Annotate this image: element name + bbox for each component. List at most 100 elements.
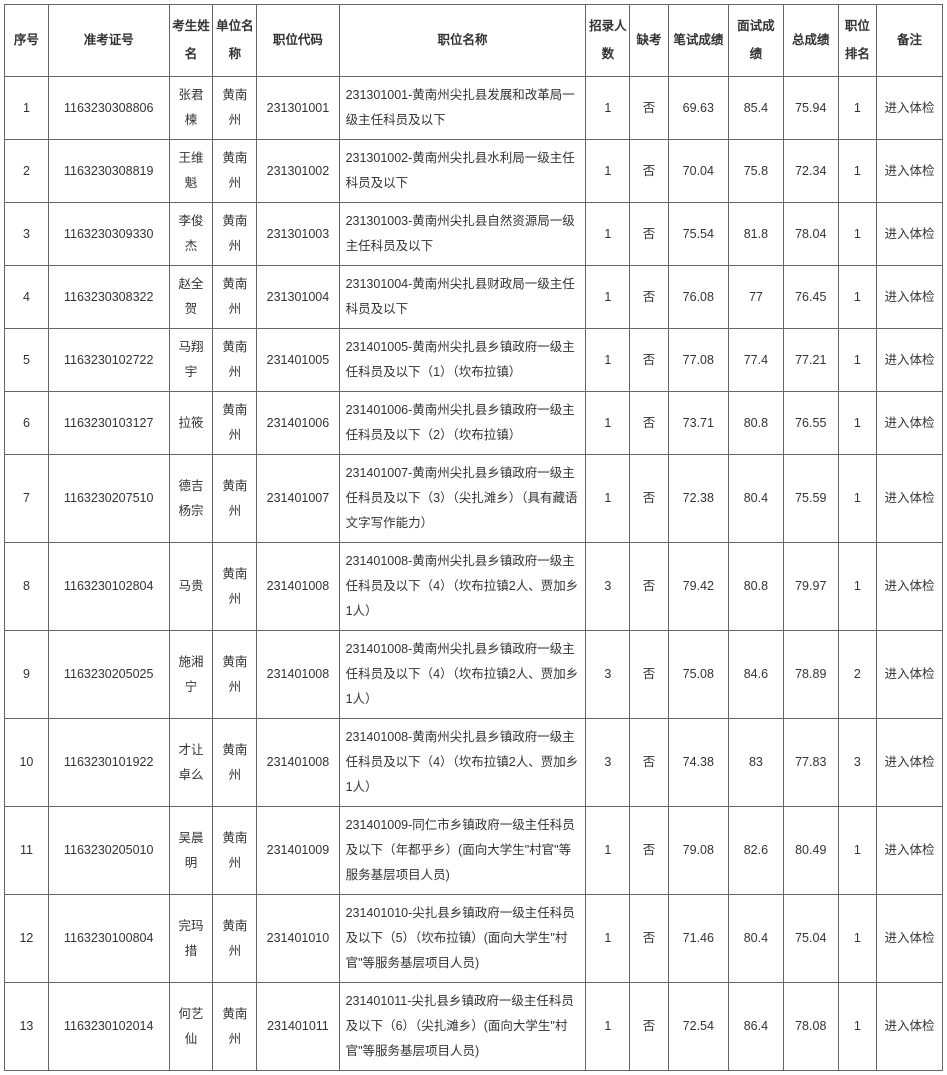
cell-position-code: 231401008 bbox=[257, 719, 339, 807]
cell-written-score: 74.38 bbox=[668, 719, 728, 807]
cell-interview-score: 77 bbox=[728, 266, 783, 329]
cell-unit-name: 黄南州 bbox=[213, 266, 257, 329]
cell-exam-id: 1163230205025 bbox=[48, 631, 169, 719]
cell-candidate-name: 完玛措 bbox=[169, 895, 213, 983]
cell-total-score: 75.59 bbox=[783, 455, 838, 543]
cell-candidate-name: 李俊杰 bbox=[169, 203, 213, 266]
cell-recruit-count: 1 bbox=[586, 895, 630, 983]
cell-position-name: 231401008-黄南州尖扎县乡镇政府一级主任科员及以下（4）（坎布拉镇2人、… bbox=[339, 631, 586, 719]
table-row: 41163230308322赵全贺黄南州231301004231301004-黄… bbox=[5, 266, 943, 329]
cell-recruit-count: 1 bbox=[586, 807, 630, 895]
cell-rank: 3 bbox=[838, 719, 876, 807]
cell-candidate-name: 吴晨明 bbox=[169, 807, 213, 895]
cell-absent: 否 bbox=[630, 392, 668, 455]
cell-remark: 进入体检 bbox=[877, 392, 943, 455]
cell-remark: 进入体检 bbox=[877, 140, 943, 203]
cell-interview-score: 83 bbox=[728, 719, 783, 807]
cell-written-score: 79.42 bbox=[668, 543, 728, 631]
cell-position-code: 231401007 bbox=[257, 455, 339, 543]
cell-unit-name: 黄南州 bbox=[213, 140, 257, 203]
cell-written-score: 79.08 bbox=[668, 807, 728, 895]
cell-exam-id: 1163230100804 bbox=[48, 895, 169, 983]
cell-interview-score: 81.8 bbox=[728, 203, 783, 266]
header-unit-name: 单位名称 bbox=[213, 5, 257, 77]
cell-recruit-count: 3 bbox=[586, 543, 630, 631]
cell-total-score: 79.97 bbox=[783, 543, 838, 631]
cell-rank: 1 bbox=[838, 543, 876, 631]
cell-unit-name: 黄南州 bbox=[213, 631, 257, 719]
cell-position-code: 231301004 bbox=[257, 266, 339, 329]
header-written-score: 笔试成绩 bbox=[668, 5, 728, 77]
cell-position-name: 231401009-同仁市乡镇政府一级主任科员及以下（年都乎乡）(面向大学生"村… bbox=[339, 807, 586, 895]
cell-position-code: 231401009 bbox=[257, 807, 339, 895]
cell-remark: 进入体检 bbox=[877, 807, 943, 895]
cell-rank: 1 bbox=[838, 983, 876, 1071]
cell-written-score: 76.08 bbox=[668, 266, 728, 329]
cell-interview-score: 85.4 bbox=[728, 77, 783, 140]
cell-absent: 否 bbox=[630, 983, 668, 1071]
cell-candidate-name: 马翔宇 bbox=[169, 329, 213, 392]
cell-exam-id: 1163230102722 bbox=[48, 329, 169, 392]
cell-recruit-count: 1 bbox=[586, 392, 630, 455]
cell-candidate-name: 施湘宁 bbox=[169, 631, 213, 719]
header-candidate-name: 考生姓名 bbox=[169, 5, 213, 77]
cell-exam-id: 1163230101922 bbox=[48, 719, 169, 807]
header-remark: 备注 bbox=[877, 5, 943, 77]
cell-candidate-name: 马贵 bbox=[169, 543, 213, 631]
table-row: 121163230100804完玛措黄南州231401010231401010-… bbox=[5, 895, 943, 983]
cell-unit-name: 黄南州 bbox=[213, 77, 257, 140]
cell-exam-id: 1163230102804 bbox=[48, 543, 169, 631]
table-row: 21163230308819王维魁黄南州231301002231301002-黄… bbox=[5, 140, 943, 203]
table-row: 51163230102722马翔宇黄南州231401005231401005-黄… bbox=[5, 329, 943, 392]
cell-rank: 1 bbox=[838, 140, 876, 203]
cell-total-score: 75.94 bbox=[783, 77, 838, 140]
cell-seq: 10 bbox=[5, 719, 49, 807]
cell-exam-id: 1163230103127 bbox=[48, 392, 169, 455]
cell-unit-name: 黄南州 bbox=[213, 983, 257, 1071]
cell-total-score: 77.83 bbox=[783, 719, 838, 807]
cell-seq: 5 bbox=[5, 329, 49, 392]
table-row: 111163230205010吴晨明黄南州231401009231401009-… bbox=[5, 807, 943, 895]
cell-candidate-name: 何艺仙 bbox=[169, 983, 213, 1071]
cell-written-score: 75.08 bbox=[668, 631, 728, 719]
cell-seq: 11 bbox=[5, 807, 49, 895]
cell-written-score: 75.54 bbox=[668, 203, 728, 266]
cell-candidate-name: 才让卓么 bbox=[169, 719, 213, 807]
cell-written-score: 72.54 bbox=[668, 983, 728, 1071]
cell-written-score: 77.08 bbox=[668, 329, 728, 392]
table-row: 11163230308806张君楝黄南州231301001231301001-黄… bbox=[5, 77, 943, 140]
cell-position-name: 231301001-黄南州尖扎县发展和改革局一级主任科员及以下 bbox=[339, 77, 586, 140]
cell-interview-score: 77.4 bbox=[728, 329, 783, 392]
cell-recruit-count: 1 bbox=[586, 983, 630, 1071]
cell-interview-score: 84.6 bbox=[728, 631, 783, 719]
table-row: 61163230103127拉筱黄南州231401006231401006-黄南… bbox=[5, 392, 943, 455]
cell-absent: 否 bbox=[630, 329, 668, 392]
cell-recruit-count: 3 bbox=[586, 631, 630, 719]
table-header-row: 序号 准考证号 考生姓名 单位名称 职位代码 职位名称 招录人数 缺考 笔试成绩… bbox=[5, 5, 943, 77]
cell-rank: 1 bbox=[838, 203, 876, 266]
cell-interview-score: 82.6 bbox=[728, 807, 783, 895]
cell-position-name: 231301004-黄南州尖扎县财政局一级主任科员及以下 bbox=[339, 266, 586, 329]
cell-unit-name: 黄南州 bbox=[213, 392, 257, 455]
cell-unit-name: 黄南州 bbox=[213, 329, 257, 392]
cell-absent: 否 bbox=[630, 807, 668, 895]
header-interview-score: 面试成绩 bbox=[728, 5, 783, 77]
cell-position-code: 231401010 bbox=[257, 895, 339, 983]
cell-remark: 进入体检 bbox=[877, 266, 943, 329]
cell-seq: 1 bbox=[5, 77, 49, 140]
cell-interview-score: 80.4 bbox=[728, 455, 783, 543]
cell-rank: 1 bbox=[838, 895, 876, 983]
cell-seq: 7 bbox=[5, 455, 49, 543]
cell-total-score: 78.89 bbox=[783, 631, 838, 719]
cell-seq: 2 bbox=[5, 140, 49, 203]
header-position-code: 职位代码 bbox=[257, 5, 339, 77]
cell-absent: 否 bbox=[630, 77, 668, 140]
header-seq: 序号 bbox=[5, 5, 49, 77]
cell-seq: 4 bbox=[5, 266, 49, 329]
cell-absent: 否 bbox=[630, 203, 668, 266]
cell-position-name: 231401010-尖扎县乡镇政府一级主任科员及以下（5）（坎布拉镇）(面向大学… bbox=[339, 895, 586, 983]
cell-remark: 进入体检 bbox=[877, 983, 943, 1071]
cell-unit-name: 黄南州 bbox=[213, 719, 257, 807]
cell-interview-score: 80.8 bbox=[728, 543, 783, 631]
cell-remark: 进入体检 bbox=[877, 631, 943, 719]
